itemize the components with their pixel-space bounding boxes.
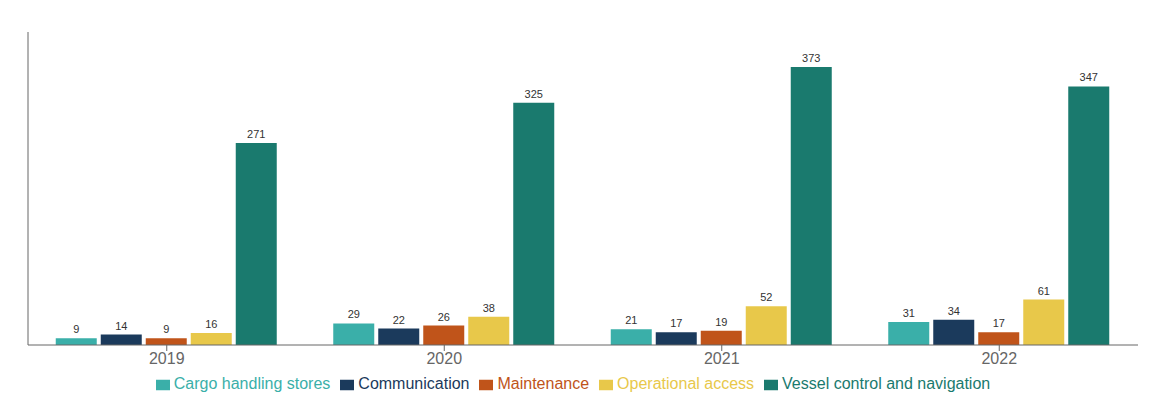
svg-text:14: 14 — [115, 320, 127, 332]
svg-text:26: 26 — [438, 311, 450, 323]
svg-text:52: 52 — [760, 291, 772, 303]
svg-text:17: 17 — [993, 317, 1005, 329]
html-text:Cargo handling stores: Cargo handling stores — [173, 375, 331, 392]
svg-text:38: 38 — [483, 302, 495, 314]
svg-text:373: 373 — [802, 52, 820, 64]
svg-text:16: 16 — [205, 318, 217, 330]
svg-text:9: 9 — [73, 323, 79, 335]
svg-text:2022: 2022 — [981, 350, 1017, 367]
html-text:Operational access: Operational access — [617, 375, 755, 392]
svg-text:29: 29 — [348, 308, 360, 320]
svg-text:61: 61 — [1038, 285, 1050, 297]
svg-text:271: 271 — [247, 128, 265, 140]
svg-text:347: 347 — [1080, 71, 1098, 83]
svg-text:2021: 2021 — [704, 350, 740, 367]
svg-text:2020: 2020 — [426, 350, 462, 367]
html-text:Communication: Communication — [358, 375, 470, 392]
svg-text:31: 31 — [903, 307, 915, 319]
svg-text:22: 22 — [393, 314, 405, 326]
svg-text:19: 19 — [715, 316, 727, 328]
svg-text:34: 34 — [948, 305, 960, 317]
svg-text:2019: 2019 — [149, 350, 185, 367]
svg-text:17: 17 — [670, 317, 682, 329]
svg-text:9: 9 — [163, 323, 169, 335]
html-text:Maintenance: Maintenance — [497, 375, 590, 392]
svg-text:21: 21 — [625, 314, 637, 326]
svg-text:325: 325 — [525, 88, 543, 100]
html-text:Vessel control and navigation: Vessel control and navigation — [782, 375, 991, 392]
